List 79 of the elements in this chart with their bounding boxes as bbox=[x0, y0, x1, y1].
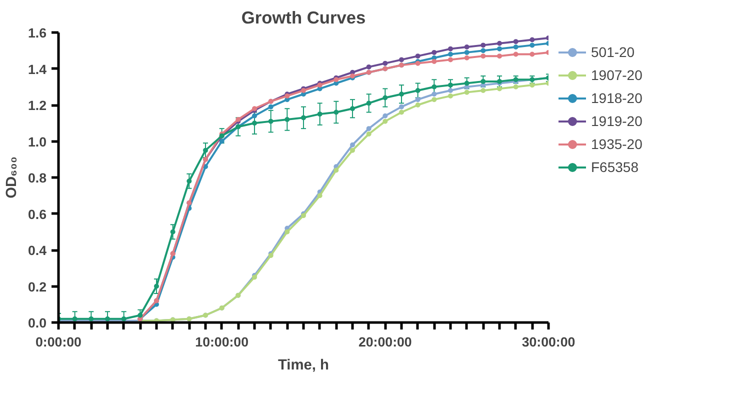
point bbox=[448, 52, 453, 57]
point bbox=[415, 102, 420, 108]
point bbox=[480, 78, 486, 84]
point bbox=[399, 110, 404, 115]
point bbox=[382, 118, 388, 124]
point bbox=[530, 52, 535, 57]
y-tick-label: 1.6 bbox=[28, 26, 47, 40]
point bbox=[530, 42, 535, 48]
point bbox=[432, 97, 437, 102]
x-tick-label: 0:00:00 bbox=[36, 334, 82, 350]
x-tick-label: 30:00:00 bbox=[522, 334, 576, 350]
y-tick-label: 0.0 bbox=[28, 316, 47, 330]
point bbox=[203, 148, 208, 153]
point bbox=[399, 57, 404, 62]
point bbox=[382, 95, 388, 100]
point bbox=[317, 112, 322, 117]
point bbox=[497, 46, 502, 52]
y-tick-label: 0.4 bbox=[28, 243, 48, 258]
point bbox=[415, 88, 420, 93]
point bbox=[284, 117, 290, 122]
y-tick-label: 1.2 bbox=[28, 98, 47, 113]
point bbox=[252, 120, 257, 126]
point bbox=[513, 52, 518, 57]
point bbox=[350, 106, 355, 112]
legend-label: 1935-20 bbox=[591, 136, 642, 152]
point bbox=[284, 229, 290, 234]
y-axis-title: OD₆₀₀ bbox=[4, 156, 20, 198]
point bbox=[513, 44, 518, 50]
point bbox=[448, 46, 453, 52]
point bbox=[154, 284, 159, 289]
x-axis-title: Time, h bbox=[278, 358, 330, 374]
y-tick-label: 0.6 bbox=[28, 206, 47, 222]
chart-title: Growth Curves bbox=[241, 8, 366, 28]
point bbox=[170, 229, 176, 234]
point bbox=[464, 55, 470, 60]
y-tick-label: 1.0 bbox=[28, 134, 47, 150]
point bbox=[268, 118, 274, 124]
point bbox=[497, 40, 502, 46]
point bbox=[464, 80, 470, 86]
point bbox=[480, 54, 486, 59]
point bbox=[432, 59, 437, 64]
y-tick-label: 0.8 bbox=[28, 170, 47, 186]
point bbox=[464, 50, 470, 55]
point bbox=[334, 168, 339, 173]
point bbox=[382, 60, 388, 66]
legend-label: 501-20 bbox=[591, 44, 635, 60]
x-tick-label: 20:00:00 bbox=[358, 334, 412, 350]
point bbox=[366, 126, 372, 132]
point bbox=[432, 50, 437, 55]
point bbox=[464, 44, 470, 50]
point bbox=[530, 37, 535, 42]
point bbox=[399, 92, 404, 97]
legend-label: 1919-20 bbox=[591, 113, 642, 129]
point bbox=[382, 113, 388, 118]
legend-label: 1918-20 bbox=[591, 90, 642, 106]
legend-label: 1907-20 bbox=[591, 67, 642, 83]
point bbox=[448, 82, 453, 88]
y-tick-label: 1.4 bbox=[28, 62, 48, 77]
point bbox=[138, 312, 143, 318]
point bbox=[334, 110, 339, 115]
point bbox=[366, 64, 372, 70]
point bbox=[186, 178, 192, 184]
point bbox=[448, 57, 453, 62]
point bbox=[497, 54, 502, 59]
point bbox=[513, 39, 518, 44]
point bbox=[415, 54, 420, 59]
legend-label: F65358 bbox=[591, 159, 638, 175]
point bbox=[350, 142, 355, 148]
point bbox=[366, 100, 372, 106]
point bbox=[448, 93, 453, 98]
point bbox=[366, 132, 372, 136]
x-tick-label: 10:00:00 bbox=[195, 334, 249, 350]
point bbox=[317, 193, 322, 198]
y-tick-label: 0.2 bbox=[28, 279, 47, 294]
point bbox=[480, 48, 486, 54]
point bbox=[432, 84, 437, 90]
point bbox=[301, 115, 306, 120]
point bbox=[350, 148, 355, 153]
point bbox=[480, 42, 486, 48]
